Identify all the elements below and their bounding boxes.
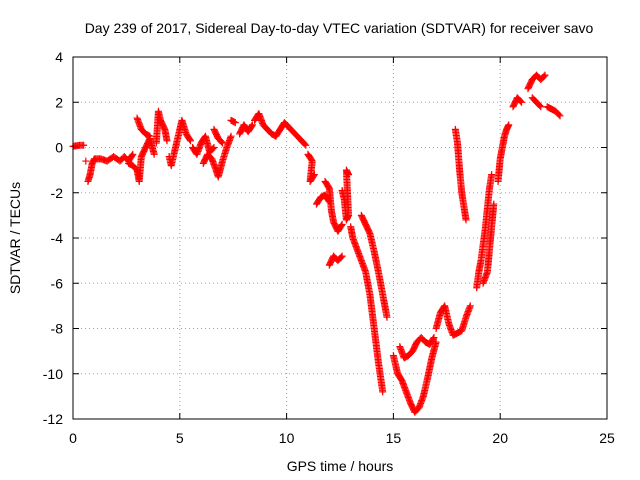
data-point [248, 122, 256, 130]
data-point [540, 72, 548, 80]
data-point [466, 302, 474, 310]
y-tick-label: 2 [55, 94, 63, 110]
x-tick-label: 20 [492, 430, 508, 446]
data-point [462, 216, 470, 224]
data-point [310, 172, 318, 180]
data-point [338, 252, 346, 260]
data-point [337, 222, 345, 230]
data-point [82, 157, 90, 165]
data-point [217, 138, 225, 146]
data-point [429, 335, 437, 343]
data-point [128, 151, 136, 159]
data-point [537, 103, 545, 111]
data-point [383, 313, 391, 321]
y-tick-label: 4 [55, 49, 63, 65]
y-tick-label: -8 [51, 321, 64, 337]
data-point [505, 121, 513, 129]
data-point [231, 119, 239, 127]
data-point [555, 111, 563, 119]
data-point [301, 140, 309, 148]
data-point [186, 137, 194, 145]
data-point [488, 171, 496, 179]
grid [73, 57, 607, 419]
data-point [379, 388, 387, 396]
x-tick-label: 25 [599, 430, 615, 446]
y-tick-label: -10 [43, 366, 63, 382]
y-axis-label: SDTVAR / TECUs [7, 182, 23, 294]
y-tick-label: 0 [55, 140, 63, 156]
data-point [302, 141, 310, 149]
plot-frame [72, 56, 608, 420]
data-point [541, 71, 549, 79]
y-tick-label: -12 [43, 411, 63, 427]
data-point [518, 98, 526, 106]
data-point [310, 171, 318, 179]
data-point [150, 150, 158, 158]
data-point [345, 171, 353, 179]
data-point [516, 97, 524, 105]
data-point [129, 150, 137, 158]
x-tick-label: 15 [386, 430, 402, 446]
data-point [490, 200, 498, 208]
x-tick-label: 10 [279, 430, 295, 446]
data-point [210, 144, 218, 151]
x-axis-label: GPS time / hours [287, 458, 394, 474]
y-tick-label: -2 [51, 185, 64, 201]
x-tick-label: 0 [69, 430, 77, 446]
data-point [146, 132, 154, 140]
data-point [556, 112, 564, 120]
axis-ticks: 0 5 10 15 20 25 -12 -10 -8 -6 -4 -2 0 2 4 [43, 49, 615, 446]
data-point [186, 136, 194, 144]
data-point [219, 139, 227, 147]
x-tick-label: 5 [176, 430, 184, 446]
data-point [80, 141, 88, 149]
data-point [430, 334, 438, 342]
y-tick-label: -4 [51, 230, 64, 246]
data-point [337, 253, 345, 261]
data-point [209, 145, 217, 153]
data-point [338, 220, 346, 228]
data-point [248, 121, 256, 129]
data-point [227, 132, 235, 140]
y-tick-label: -6 [51, 275, 64, 291]
data-points [69, 71, 564, 416]
chart-title: Day 239 of 2017, Sidereal Day-to-day VTE… [85, 20, 594, 36]
data-point [163, 137, 171, 145]
data-point [536, 102, 544, 110]
